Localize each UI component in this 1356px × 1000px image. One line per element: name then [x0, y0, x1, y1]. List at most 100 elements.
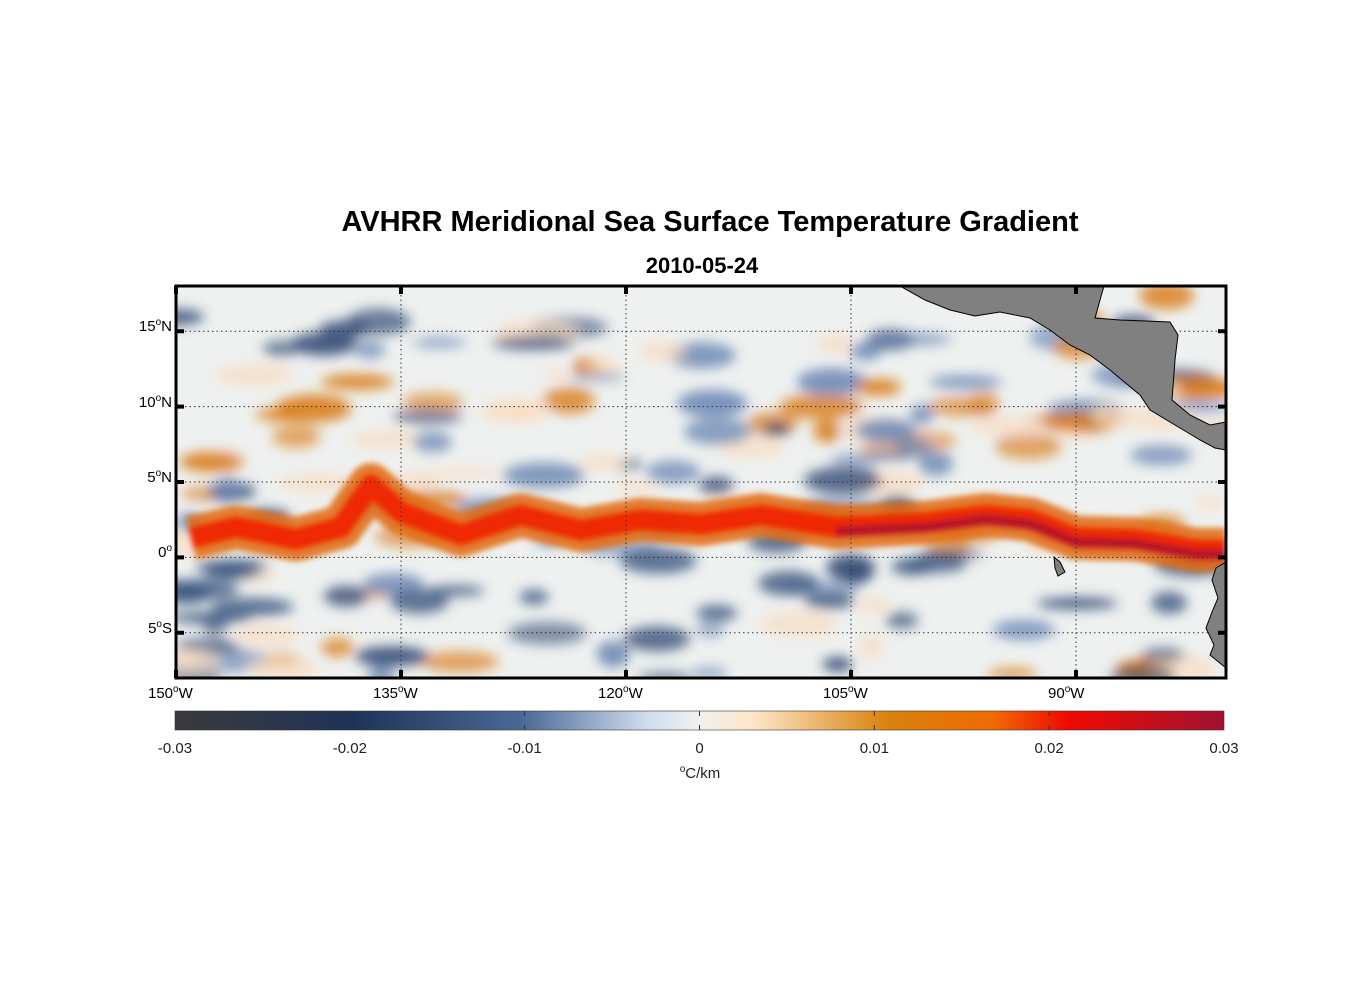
- field-blob: [858, 633, 884, 660]
- field-blob: [392, 409, 463, 425]
- field-blob: [176, 579, 239, 600]
- field-blob: [759, 611, 838, 637]
- field-blob: [871, 332, 953, 346]
- south-america-land: [1205, 561, 1226, 669]
- field-blob: [354, 646, 430, 667]
- colorbar-tick-label: -0.01: [507, 740, 542, 757]
- field-blob: [855, 418, 917, 442]
- field-blob: [543, 368, 571, 381]
- lon-tick-label: 120oW: [598, 684, 643, 702]
- field-blob: [803, 466, 882, 494]
- field-blob: [596, 640, 630, 668]
- field-blob: [822, 657, 853, 672]
- field-blob: [350, 430, 422, 450]
- field-blob: [1150, 591, 1188, 614]
- field-blob: [1141, 648, 1186, 662]
- colorbar-tick-label: 0.03: [1209, 740, 1239, 757]
- field-blob: [637, 341, 686, 363]
- field-blob: [578, 453, 628, 471]
- field-blob: [918, 451, 954, 477]
- land-masses: [898, 286, 1226, 669]
- field-blob: [855, 378, 902, 396]
- lon-tick-label: 90oW: [1048, 684, 1085, 702]
- field-blob: [215, 477, 240, 505]
- field-blob: [690, 667, 728, 678]
- field-blob: [215, 363, 295, 387]
- field-blob: [698, 475, 734, 496]
- field-blob: [395, 469, 443, 490]
- field-blob: [763, 421, 790, 437]
- lon-tick-label: 105oW: [823, 684, 868, 702]
- lat-tick-label: 5oN: [147, 468, 172, 486]
- field-blob: [412, 337, 467, 348]
- field-blob: [816, 333, 853, 354]
- chart-title: AVHRR Meridional Sea Surface Temperature…: [341, 206, 1079, 238]
- field-blob: [895, 438, 932, 456]
- field-blob: [255, 408, 304, 422]
- field-blob: [390, 589, 449, 614]
- field-blob: [677, 389, 748, 418]
- lat-tick-label: 0o: [158, 543, 172, 562]
- colorbar-tick-label: -0.02: [332, 740, 367, 757]
- field-blob: [1195, 495, 1226, 509]
- field-blob: [619, 548, 697, 574]
- field-blob: [320, 374, 394, 390]
- field-blob: [995, 432, 1062, 460]
- field-blob: [1110, 664, 1176, 678]
- field-blob: [402, 392, 464, 413]
- field-blob: [519, 589, 549, 605]
- colorbar-units: oC/km: [660, 764, 740, 782]
- colorbar-tick-marks: [349, 711, 1050, 730]
- field-blob: [176, 611, 252, 624]
- field-blob: [826, 554, 876, 582]
- colorbar-tick-label: 0.02: [1034, 740, 1064, 757]
- field-blob: [1036, 597, 1118, 609]
- chart-subtitle: 2010-05-24: [645, 253, 759, 278]
- field-blob: [179, 451, 244, 472]
- field-blob: [503, 462, 585, 489]
- field-blob: [926, 396, 997, 417]
- field-blob: [624, 626, 691, 652]
- lon-tick-label: 135oW: [373, 684, 418, 702]
- field-blob: [430, 467, 503, 478]
- field-blob: [856, 596, 891, 614]
- field-blob: [613, 481, 659, 493]
- field-blob: [909, 404, 934, 424]
- lat-tick-label: 5oS: [148, 618, 172, 637]
- field-blob: [645, 460, 701, 484]
- field-blob: [1090, 404, 1131, 427]
- field-blob: [890, 558, 934, 576]
- field-blob: [637, 671, 693, 678]
- central-america-land: [898, 286, 1226, 451]
- sst-gradient-field: [176, 286, 1226, 678]
- field-blob: [245, 656, 319, 678]
- field-blob: [262, 339, 299, 358]
- field-blob: [929, 374, 1003, 390]
- field-blob: [176, 309, 205, 326]
- field-blob: [277, 473, 359, 493]
- field-blob: [919, 548, 984, 560]
- field-blob: [804, 591, 855, 610]
- field-blob: [491, 335, 575, 350]
- field-blob: [210, 597, 294, 617]
- field-blob: [885, 611, 919, 629]
- field-blob: [412, 431, 453, 453]
- field-blob: [176, 639, 240, 653]
- field-blob: [813, 420, 841, 443]
- field-blob: [969, 416, 1045, 437]
- field-blob: [234, 625, 300, 646]
- units-label: C/km: [685, 765, 721, 782]
- map-tick-marks: [174, 286, 1226, 678]
- field-blob: [479, 398, 548, 423]
- lon-tick-label: 150oW: [148, 684, 193, 702]
- field-blob: [987, 668, 1038, 678]
- field-blob: [850, 342, 882, 361]
- field-blob: [323, 585, 368, 607]
- degree-sign: o: [679, 764, 686, 775]
- field-blob: [992, 619, 1056, 641]
- field-blob: [758, 570, 819, 596]
- field-blob: [507, 621, 587, 645]
- galapagos-land: [1053, 555, 1066, 577]
- field-blob: [683, 417, 752, 445]
- colorbar-tick-label: 0.01: [859, 740, 889, 757]
